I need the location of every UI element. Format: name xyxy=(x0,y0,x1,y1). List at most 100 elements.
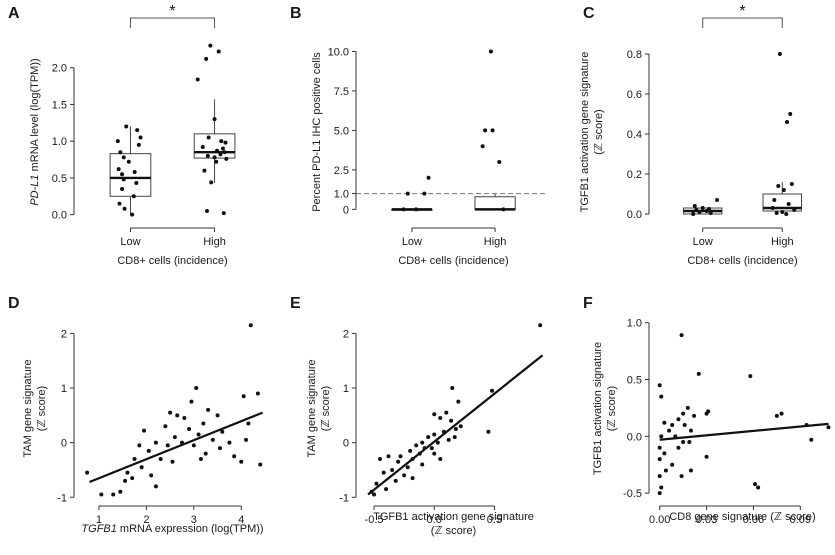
data-point xyxy=(172,435,177,440)
data-point xyxy=(200,145,205,150)
panel-letter: D xyxy=(8,295,20,312)
data-point xyxy=(139,465,144,470)
data-point xyxy=(163,424,168,429)
data-point xyxy=(232,454,237,459)
data-point xyxy=(753,482,757,487)
data-point xyxy=(138,135,143,140)
data-point xyxy=(688,468,693,473)
x-tick-label: High xyxy=(771,236,794,248)
y-tick-label: 0.6 xyxy=(627,89,642,101)
data-point xyxy=(490,388,495,393)
data-point xyxy=(130,476,135,481)
y-axis-label: TAM gene signature xyxy=(306,359,318,457)
data-point xyxy=(116,167,121,172)
y-tick-label: -0.5 xyxy=(623,488,642,500)
significance-marker: * xyxy=(739,3,745,20)
y-axis-label: PD-L1 mRNA level (log(TPM)) xyxy=(29,58,41,205)
data-point xyxy=(212,117,217,122)
data-point xyxy=(420,440,425,445)
y-axis-label: (ℤ score) xyxy=(36,386,48,431)
y-tick-label: 0.4 xyxy=(627,129,642,141)
data-point xyxy=(378,457,383,462)
data-point xyxy=(208,43,213,48)
data-point xyxy=(679,474,684,479)
data-point xyxy=(220,146,225,151)
significance-bracket xyxy=(129,17,216,28)
x-axis-label-italic: TGFB1 xyxy=(81,523,116,535)
x-tick-label: 1 xyxy=(96,514,102,526)
x-tick-label: 0.09 xyxy=(790,514,811,526)
box-iqr xyxy=(109,153,152,197)
data-point xyxy=(679,333,684,338)
data-point xyxy=(657,383,662,388)
y-tick-label: 2 xyxy=(343,328,349,340)
data-point xyxy=(170,459,175,464)
data-point xyxy=(202,168,207,173)
data-point xyxy=(483,128,488,133)
data-point xyxy=(659,485,664,490)
regression-line xyxy=(89,411,264,483)
data-point xyxy=(663,468,668,473)
data-point xyxy=(214,159,219,164)
panel-d: D -1 0 1 2 1 2 3 4 TAM gene signature (ℤ score) TGF… xyxy=(8,295,264,535)
data-point xyxy=(386,454,391,459)
data-point xyxy=(402,473,407,478)
data-point xyxy=(774,211,779,215)
data-point xyxy=(786,202,791,206)
data-point xyxy=(215,413,220,418)
y-tick-label: 1.0 xyxy=(334,189,349,201)
data-point xyxy=(426,175,431,180)
data-point xyxy=(789,182,794,186)
data-point xyxy=(659,434,664,439)
data-point xyxy=(681,440,686,445)
y-tick-label: 0.5 xyxy=(627,375,642,387)
data-point xyxy=(792,208,797,212)
data-point xyxy=(704,454,709,459)
panel-letter: B xyxy=(290,5,302,22)
x-tick-label: 0.00 xyxy=(649,514,670,526)
data-point xyxy=(438,416,443,421)
data-point xyxy=(779,411,784,416)
data-point xyxy=(191,443,196,448)
data-point xyxy=(120,172,125,177)
data-point xyxy=(111,492,116,497)
data-point xyxy=(667,428,672,433)
x-axis-label: (ℤ score) xyxy=(431,525,476,537)
data-point xyxy=(446,437,451,442)
data-point xyxy=(781,188,786,192)
data-point xyxy=(130,212,135,217)
data-point xyxy=(131,194,136,199)
data-point xyxy=(438,457,443,462)
data-point xyxy=(132,457,137,462)
y-tick-label: 0 xyxy=(343,438,349,450)
x-tick-label: 0.03 xyxy=(696,514,717,526)
data-point xyxy=(670,422,675,427)
y-tick-label: 1.0 xyxy=(52,136,67,148)
y-tick-label: 0 xyxy=(61,438,67,450)
data-point xyxy=(124,124,129,129)
significance-bracket xyxy=(702,17,783,28)
data-point xyxy=(374,481,379,486)
x-tick-label: High xyxy=(203,236,226,248)
data-point xyxy=(255,391,260,396)
x-axis-label: TGFB1 mRNA expression (log(TPM)) xyxy=(81,523,263,535)
data-point xyxy=(490,128,495,133)
data-point xyxy=(700,206,705,210)
y-tick-label: 0 xyxy=(343,204,349,216)
data-point xyxy=(692,204,697,208)
y-axis-label: TGFB1 activation signature xyxy=(592,342,604,475)
data-point xyxy=(426,435,431,440)
y-tick-label: 2.5 xyxy=(334,165,349,177)
data-point xyxy=(414,207,419,212)
y-tick-label: 5.0 xyxy=(334,125,349,137)
data-point xyxy=(715,198,720,202)
data-point xyxy=(748,374,753,379)
y-tick-label: 1 xyxy=(61,383,67,395)
data-point xyxy=(118,150,123,155)
data-point xyxy=(432,432,437,437)
x-tick-label: Low xyxy=(120,236,140,248)
data-point xyxy=(538,323,543,328)
data-point xyxy=(194,386,199,391)
